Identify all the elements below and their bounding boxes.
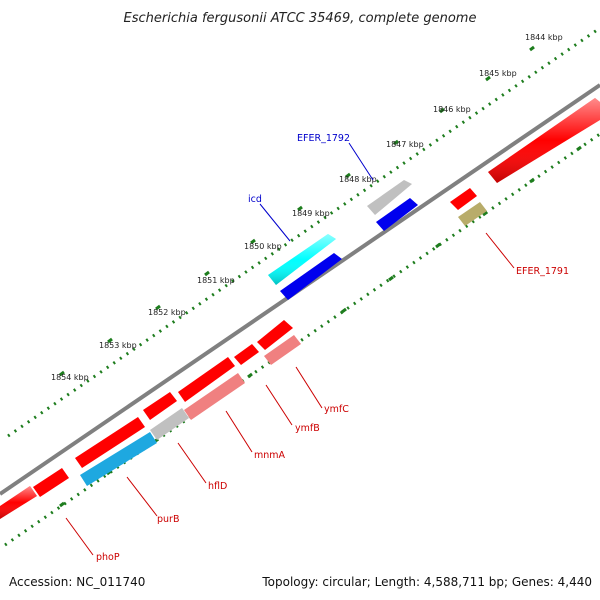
gene-label-hfld: hflD bbox=[208, 481, 227, 492]
tick-label: 1853 kbp bbox=[99, 341, 137, 350]
gene-ymfc bbox=[264, 335, 301, 365]
topology-text: Topology: circular; Length: 4,588,711 bp… bbox=[261, 575, 592, 589]
gene-small-red bbox=[450, 188, 477, 210]
forward-strand-genes bbox=[268, 180, 412, 285]
gene-label-purb: purB bbox=[157, 514, 179, 525]
tick-label: 1848 kbp bbox=[339, 175, 377, 184]
tick-labels: 1844 kbp 1845 kbp 1846 kbp 1847 kbp 1848… bbox=[51, 33, 563, 382]
outer-ruler-dots bbox=[7, 26, 600, 438]
gene-label-phop: phoP bbox=[96, 552, 120, 563]
gene-red-f bbox=[33, 468, 69, 497]
gene-purb bbox=[80, 432, 157, 486]
gene-label-icd: icd bbox=[248, 194, 262, 205]
gene-mnma bbox=[184, 373, 245, 420]
gene-hfld bbox=[150, 408, 189, 440]
gene-efer-1791 bbox=[458, 202, 487, 226]
tick-label: 1847 kbp bbox=[386, 140, 424, 149]
tick-label: 1851 kbp bbox=[197, 276, 235, 285]
gene-label-efer-1791: EFER_1791 bbox=[516, 266, 569, 277]
gene-label-ymfb: ymfB bbox=[295, 423, 320, 434]
gene-red-d bbox=[143, 392, 177, 420]
gene-red-b bbox=[234, 344, 259, 365]
map-title: Escherichia fergusonii ATCC 35469, compl… bbox=[124, 11, 477, 26]
gene-red-a bbox=[257, 320, 293, 350]
tick-label: 1846 kbp bbox=[433, 105, 471, 114]
tick-label: 1852 kbp bbox=[148, 308, 186, 317]
gene-efer-1792 bbox=[367, 180, 412, 215]
tick-label: 1850 kbp bbox=[244, 242, 282, 251]
tick-label: 1854 kbp bbox=[51, 373, 89, 382]
label-leaders bbox=[65, 142, 515, 556]
gene-label-ymfc: ymfC bbox=[324, 404, 349, 415]
gene-efer-1792-neighbor bbox=[376, 198, 418, 231]
accession-text: Accession: NC_011740 bbox=[9, 575, 145, 589]
tick-label: 1844 kbp bbox=[525, 33, 563, 42]
gene-blocks bbox=[0, 98, 600, 519]
gene-label-efer-1792: EFER_1792 bbox=[297, 133, 350, 144]
gene-icd-neighbor bbox=[280, 253, 342, 300]
gene-red-c bbox=[178, 357, 235, 402]
gene-red-e bbox=[75, 417, 145, 468]
gene-label-mnma: mnmA bbox=[254, 450, 286, 461]
inner-ruler-dots bbox=[4, 132, 600, 547]
tick-label: 1849 kbp bbox=[292, 209, 330, 218]
tick-label: 1845 kbp bbox=[479, 69, 517, 78]
